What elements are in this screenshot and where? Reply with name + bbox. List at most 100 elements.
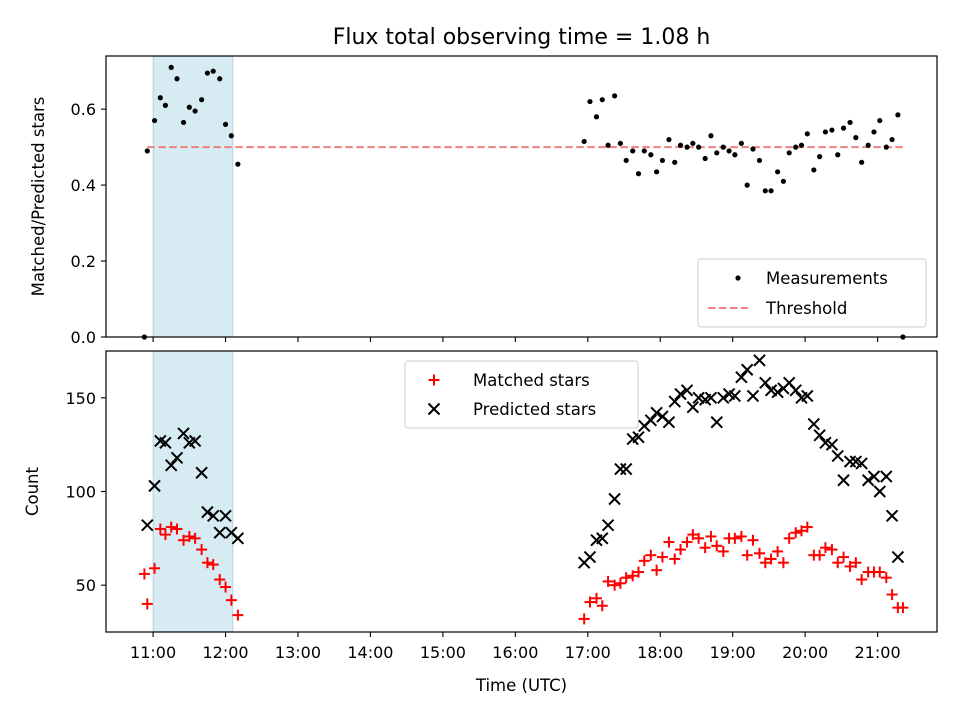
predicted-star-point [164, 459, 178, 472]
measurement-point [648, 152, 654, 158]
measurement-point [786, 150, 792, 156]
measurement-point [775, 169, 781, 175]
matched-star-point [777, 557, 789, 569]
predicted-star-point [608, 492, 621, 506]
measurement-point [865, 142, 871, 148]
matched-star-point [790, 527, 802, 539]
predicted-star-point [601, 519, 615, 532]
predicted-star-point [813, 429, 826, 442]
predicted-star-point [855, 457, 868, 470]
top-legend-box [697, 258, 927, 328]
matched-star-point [801, 521, 813, 533]
measurement-point [726, 148, 732, 154]
top-highlight-span [152, 55, 234, 338]
bottom-axes-frame [105, 350, 938, 633]
measurement-point [630, 148, 636, 154]
matched-star-point [602, 575, 614, 587]
top-axes-frame [105, 55, 938, 338]
legend-predicted-marker [427, 402, 441, 416]
measurement-point [756, 157, 763, 164]
matched-star-point [747, 534, 759, 546]
measurement-point [204, 70, 211, 76]
matched-star-point [149, 562, 161, 574]
predicted-star-point [891, 550, 905, 564]
matched-star-point [886, 589, 898, 601]
predicted-star-point [201, 505, 214, 519]
matched-star-point [645, 549, 657, 561]
bottom-highlight-span [152, 350, 234, 633]
matched-star-point [154, 523, 166, 535]
predicted-star-point [789, 384, 802, 397]
measurement-point [732, 152, 738, 158]
matched-star-point [711, 540, 723, 552]
measurement-point [587, 98, 593, 105]
predicted-star-point [596, 532, 609, 545]
measurement-point [654, 169, 660, 175]
measurement-point [581, 138, 587, 145]
matched-star-point [138, 568, 150, 580]
matched-star-point [189, 532, 201, 544]
matched-star-point [225, 594, 237, 606]
measurement-point [883, 144, 889, 150]
measurement-point [708, 133, 714, 139]
measurement-point [599, 97, 605, 103]
predicted-star-point [668, 395, 681, 408]
predicted-star-point [867, 470, 881, 483]
top-y-ticks: 0.0 0.2 0.4 0.6 [71, 100, 106, 347]
measurement-point [641, 148, 647, 154]
bottom-y-tick-label: 50 [76, 576, 96, 595]
bottom-x-ticks: 11:00 12:00 13:00 14:00 15:00 16:00 17:00 18:00… [130, 632, 901, 662]
predicted-star-point [801, 389, 814, 403]
measurement-point [750, 146, 756, 152]
matched-star-point [609, 579, 621, 591]
measurement-point [702, 155, 708, 162]
bottom-y-ticks: 50 100 150 [65, 389, 106, 595]
x-tick-label: 14:00 [347, 643, 393, 662]
x-tick-label: 16:00 [492, 643, 538, 662]
matched-star-point [735, 530, 747, 542]
matched-star-point [578, 613, 590, 625]
matched-star-point [753, 547, 765, 559]
matched-star-point [627, 570, 639, 582]
predicted-star-point [231, 532, 245, 545]
measurement-point [684, 144, 690, 150]
x-tick-label: 19:00 [710, 643, 756, 662]
measurement-point [235, 161, 241, 167]
matched-star-point [814, 549, 826, 561]
top-legend: Measurements Threshold [697, 258, 927, 328]
predicted-star-point [207, 509, 220, 523]
matched-star-point [171, 523, 183, 535]
predicted-star-point [680, 384, 694, 397]
top-y-axis-label: Matched/Predicted stars [29, 97, 48, 297]
measurement-point [222, 121, 229, 127]
predicted-star-point [746, 389, 760, 403]
measurement-point [714, 150, 720, 156]
bottom-y-tick-label: 100 [65, 483, 96, 502]
matched-star-point [201, 557, 213, 569]
measurement-point [677, 142, 684, 148]
measurement-point [635, 171, 642, 177]
measurement-point [174, 76, 180, 82]
x-tick-label: 18:00 [637, 643, 683, 662]
predicted-star-point [728, 389, 742, 403]
measurement-point [877, 117, 883, 124]
predicted-star-point [735, 371, 748, 384]
matched-star-point [590, 592, 602, 604]
matched-star-point [596, 600, 608, 612]
x-tick-label: 17:00 [565, 643, 611, 662]
x-tick-label: 13:00 [275, 643, 321, 662]
matched-star-point [729, 532, 741, 544]
matched-star-point [675, 544, 687, 556]
legend-measurements-marker [735, 275, 741, 281]
matched-star-point [638, 555, 650, 567]
measurement-point [623, 157, 629, 164]
predicted-star-point [861, 474, 875, 487]
measurement-point [690, 140, 696, 146]
measurement-point [617, 140, 623, 146]
matched-star-point [897, 602, 909, 614]
predicted-star-point [686, 400, 700, 414]
measurement-point [186, 104, 192, 110]
matched-star-point [759, 557, 771, 569]
